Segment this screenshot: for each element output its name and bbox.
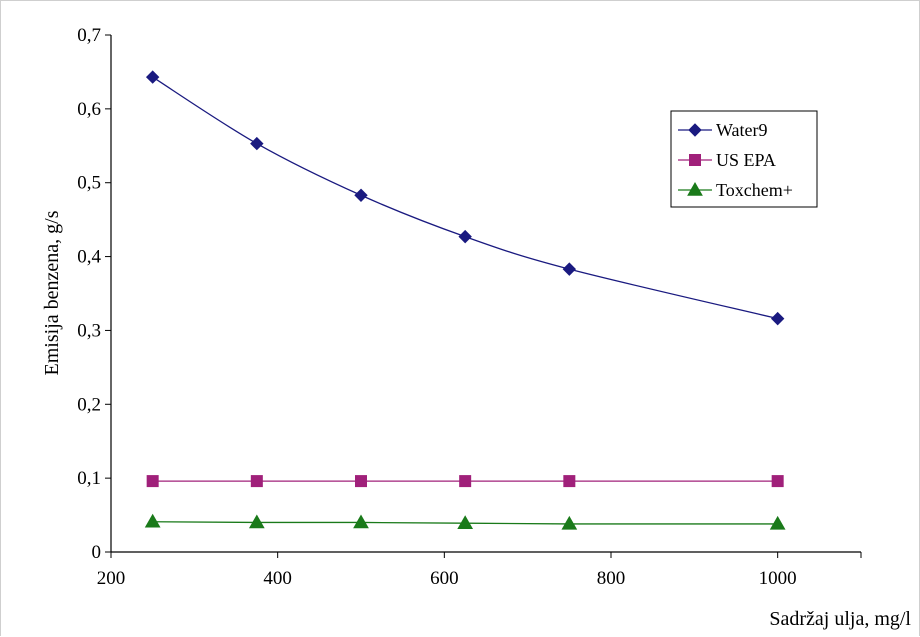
y-tick-label: 0,6 <box>77 99 101 120</box>
data-point-us-epa <box>563 475 576 488</box>
x-tick-label: 800 <box>597 568 626 589</box>
x-tick-label: 1000 <box>759 568 797 589</box>
y-tick-label: 0,2 <box>77 394 101 415</box>
data-point-water9 <box>562 262 577 276</box>
x-tick-label: 200 <box>97 568 126 589</box>
data-point-toxchem <box>457 515 474 529</box>
data-point-toxchem <box>248 514 265 529</box>
y-tick-label: 0,3 <box>77 320 101 341</box>
data-point-us-epa <box>250 475 263 488</box>
x-axis-title: Sadržaj ulja, mg/l <box>769 608 911 630</box>
series-line-toxchem <box>152 521 778 525</box>
y-tick-label: 0,7 <box>77 25 101 46</box>
tick-labels: 0 0,1 0,2 0,3 0,4 0,5 0,6 0,7 200 400 600 800 1000 <box>77 25 796 589</box>
legend-label-water9: Water9 <box>716 120 768 140</box>
legend-marker-water9 <box>688 123 702 137</box>
data-point-us-epa <box>459 475 472 488</box>
data-point-toxchem <box>144 513 161 528</box>
x-tick-label: 400 <box>263 568 292 589</box>
legend-marker-toxchem <box>687 181 703 196</box>
legend-marker-us-epa <box>689 154 701 166</box>
data-point-toxchem <box>769 515 786 530</box>
y-axis-title: Emisija benzena, g/s <box>41 210 63 375</box>
data-point-water9 <box>770 311 785 326</box>
y-tick-label: 0,1 <box>77 468 101 489</box>
series-line-water9 <box>152 76 778 320</box>
data-point-water9 <box>145 70 160 84</box>
axes <box>105 34 862 558</box>
data-point-water9 <box>458 229 472 244</box>
data-point-us-epa <box>771 475 784 488</box>
x-tick-label: 600 <box>430 568 459 589</box>
y-tick-label: 0,4 <box>77 247 101 268</box>
data-point-toxchem <box>561 515 578 530</box>
y-tick-label: 0 <box>92 542 102 563</box>
data-point-us-epa <box>146 475 159 488</box>
data-point-water9 <box>250 136 264 151</box>
data-point-water9 <box>354 188 368 202</box>
legend: Water9 US EPA Toxchem+ <box>670 110 818 208</box>
data-point-toxchem <box>353 514 369 529</box>
legend-label-toxchem: Toxchem+ <box>716 180 793 200</box>
legend-label-us-epa: US EPA <box>716 150 776 170</box>
y-tick-label: 0,5 <box>77 173 101 194</box>
markers-layer <box>144 70 786 530</box>
data-point-us-epa <box>355 475 367 488</box>
series-layer <box>152 76 778 525</box>
